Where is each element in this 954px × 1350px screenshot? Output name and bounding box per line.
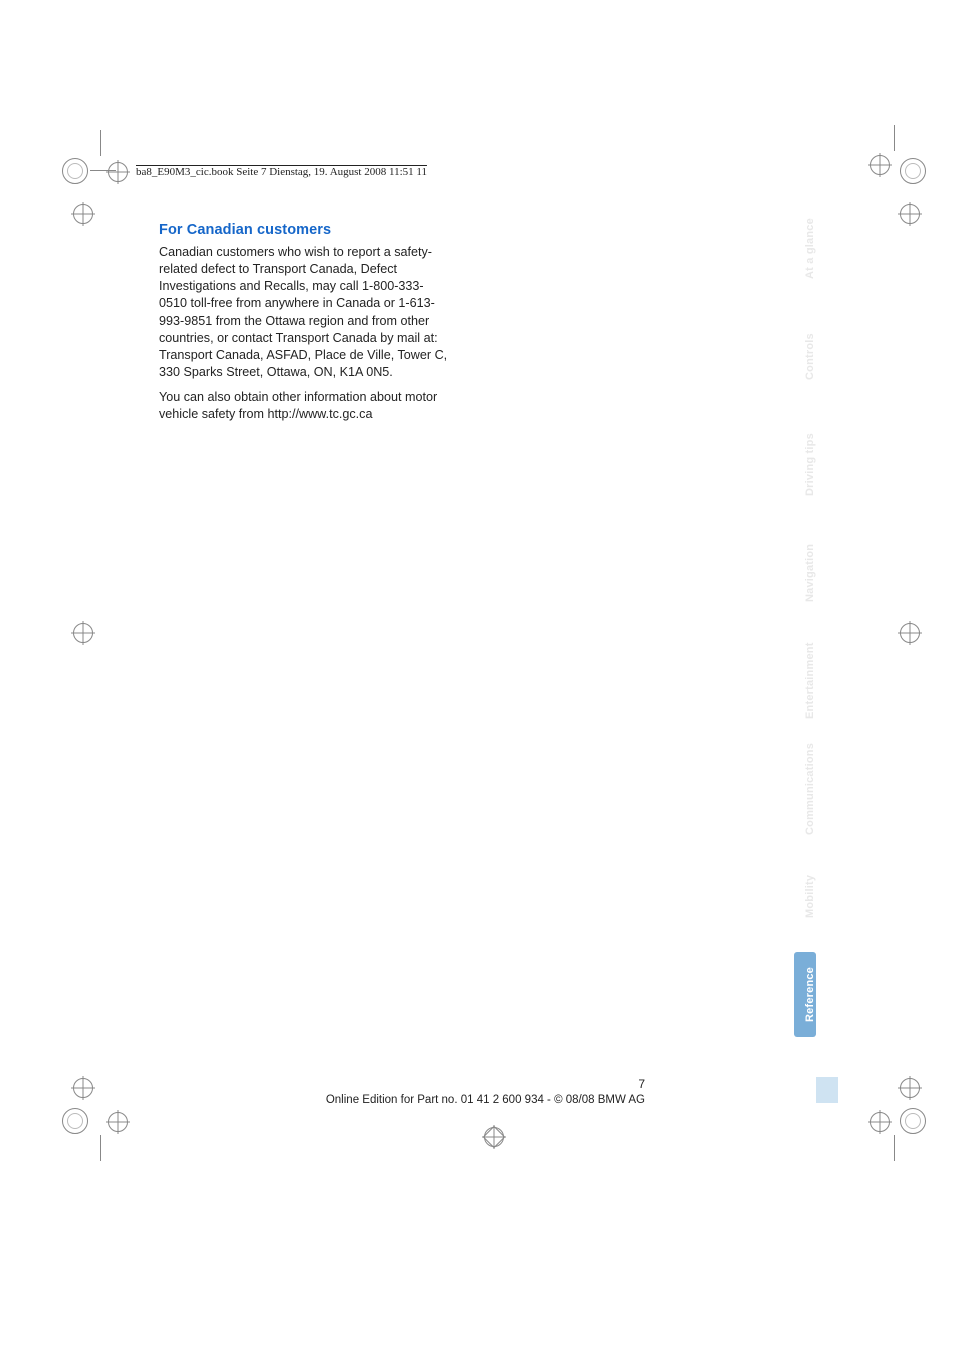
page: ba8_E90M3_cic.book Seite 7 Dienstag, 19.…	[0, 0, 954, 1350]
registration-cross-icon	[900, 1078, 920, 1098]
footer-line: Online Edition for Part no. 01 41 2 600 …	[0, 1094, 645, 1106]
crop-bar-icon	[100, 130, 101, 156]
page-corner-marker	[816, 1077, 838, 1103]
crop-bar-icon	[894, 1135, 895, 1161]
crop-bar-icon	[894, 125, 895, 151]
content-column: For Canadian customers Canadian customer…	[159, 222, 449, 431]
registration-cross-icon	[900, 623, 920, 643]
registration-cross-icon	[73, 623, 93, 643]
section-heading: For Canadian customers	[159, 222, 449, 238]
crop-corner-icon	[900, 158, 926, 184]
section-tab[interactable]: Mobility	[794, 844, 816, 949]
print-header-text: ba8_E90M3_cic.book Seite 7 Dienstag, 19.…	[136, 166, 427, 178]
section-tabs: At a glance Controls Driving tips Navigatio…	[794, 196, 816, 1040]
registration-cross-icon	[108, 162, 128, 182]
section-tab[interactable]: At a glance	[794, 196, 816, 301]
crop-corner-icon	[900, 1108, 926, 1134]
print-header: ba8_E90M3_cic.book Seite 7 Dienstag, 19.…	[136, 166, 427, 178]
registration-cross-icon	[900, 204, 920, 224]
section-tab[interactable]: Communications	[794, 736, 816, 841]
crop-corner-icon	[62, 1108, 88, 1134]
body-paragraph: You can also obtain other information ab…	[159, 389, 449, 423]
crop-bar-icon	[100, 1135, 101, 1161]
section-tab[interactable]: Reference	[794, 952, 816, 1037]
section-tab[interactable]: Driving tips	[794, 412, 816, 517]
crop-corner-icon	[62, 158, 88, 184]
registration-cross-icon	[108, 1112, 128, 1132]
section-tab[interactable]: Navigation	[794, 520, 816, 625]
registration-cross-icon	[870, 1112, 890, 1132]
registration-cross-icon	[73, 204, 93, 224]
section-tab[interactable]: Entertainment	[794, 628, 816, 733]
registration-cross-icon	[870, 155, 890, 175]
body-paragraph: Canadian customers who wish to report a …	[159, 244, 449, 381]
page-number: 7	[0, 1077, 645, 1091]
section-tab[interactable]: Controls	[794, 304, 816, 409]
